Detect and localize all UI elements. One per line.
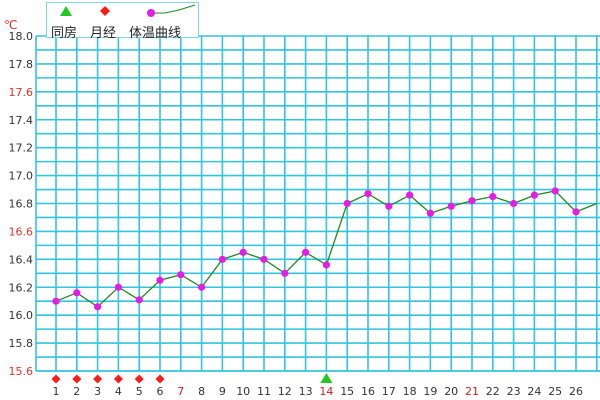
legend: 同房 月经 体温曲线 — [46, 2, 199, 41]
legend-icons — [60, 4, 196, 17]
x-tick-label: 7 — [177, 385, 184, 398]
x-tick-label: 12 — [278, 385, 292, 398]
temperature-point — [260, 255, 268, 263]
x-tick-label: 20 — [444, 385, 458, 398]
period-day-marker — [134, 374, 144, 384]
x-tick-label: 5 — [136, 385, 143, 398]
period-day-marker — [72, 374, 82, 384]
temperature-point — [426, 209, 434, 217]
temperature-point — [406, 191, 414, 199]
temperature-point — [198, 283, 206, 291]
y-tick-label: 17.6 — [9, 86, 34, 99]
day-markers — [51, 373, 333, 384]
temperature-point — [322, 261, 330, 269]
temperature-point — [218, 255, 226, 263]
x-tick-label: 11 — [257, 385, 271, 398]
temperature-point — [530, 191, 539, 199]
temperature-points — [52, 187, 580, 311]
x-tick-label: 24 — [527, 385, 541, 398]
temperature-point — [135, 296, 143, 304]
temperature-point — [385, 202, 393, 210]
x-tick-label: 13 — [299, 385, 313, 398]
temperature-point — [489, 192, 497, 201]
x-tick-label: 26 — [569, 385, 583, 398]
y-tick-label: 17.4 — [9, 114, 34, 127]
y-tick-label: 16.4 — [9, 253, 34, 266]
legend-period-label: 月经 — [90, 26, 117, 41]
y-tick-label: 16.2 — [9, 281, 34, 294]
temperature-point — [447, 202, 455, 210]
temperature-point — [177, 271, 185, 279]
x-tick-label: 15 — [340, 385, 354, 398]
intercourse-day-marker — [320, 373, 333, 383]
x-tick-label: 17 — [382, 385, 396, 398]
x-tick-label: 6 — [157, 385, 164, 398]
temperature-point — [52, 297, 60, 305]
period-day-marker — [51, 374, 61, 384]
temperature-point — [572, 208, 580, 216]
y-tick-label: 17.0 — [9, 170, 34, 183]
x-tick-label: 18 — [403, 385, 417, 398]
period-day-marker — [93, 374, 103, 384]
y-tick-label: 15.8 — [9, 337, 34, 350]
temperature-point — [73, 289, 81, 297]
legend-bbt-label: 体温曲线 — [129, 26, 182, 41]
x-tick-label: 22 — [486, 385, 500, 398]
y-tick-label: 17.2 — [9, 142, 34, 155]
temperature-point — [364, 190, 372, 198]
x-tick-label: 16 — [361, 385, 375, 398]
curve-sample-icon — [151, 4, 196, 14]
chart-grid — [35, 35, 600, 372]
temperature-point — [343, 199, 351, 208]
y-tick-label: 16.8 — [9, 198, 34, 211]
y-tick-label: 16.0 — [9, 309, 34, 322]
x-tick-label: 2 — [73, 385, 80, 398]
temperature-point — [468, 197, 476, 205]
intercourse-triangle-icon — [60, 6, 72, 16]
unit-label: ℃ — [4, 18, 18, 32]
x-tick-label: 23 — [507, 385, 521, 398]
temperature-point — [509, 199, 518, 208]
y-tick-label: 15.6 — [9, 365, 34, 378]
legend-intercourse-label: 同房 — [51, 26, 78, 41]
period-day-marker — [113, 374, 123, 384]
curve-point-icon — [147, 9, 155, 17]
x-tick-label: 14 — [319, 385, 333, 398]
x-tick-label: 8 — [198, 385, 205, 398]
period-day-marker — [155, 374, 165, 384]
temperature-point — [281, 269, 289, 277]
temperature-point — [94, 303, 102, 311]
temperature-point — [551, 187, 559, 195]
temperature-point — [156, 276, 164, 284]
x-tick-label: 3 — [94, 385, 101, 398]
y-tick-label: 18.0 — [9, 30, 34, 43]
x-tick-label: 1 — [53, 385, 60, 398]
temperature-point — [302, 248, 310, 256]
temperature-point — [239, 248, 247, 256]
temperature-point — [114, 283, 122, 291]
x-tick-label: 25 — [548, 385, 562, 398]
period-diamond-icon — [100, 6, 110, 16]
x-tick-label: 10 — [236, 385, 250, 398]
y-axis-ticks: 15.6 15.8 16.0 16.2 16.4 16.6 16.8 17.0 17.2 17.4… — [9, 30, 34, 378]
y-tick-label: 17.8 — [9, 58, 34, 71]
x-tick-label: 4 — [115, 385, 122, 398]
x-axis-ticks: 1 2 3 4 5 6 7 8 9 10 11 12 13 14 15 16 17 18 19 20 21 22 23 24 2… — [53, 385, 584, 398]
x-tick-label: 9 — [219, 385, 226, 398]
x-tick-label: 21 — [465, 385, 479, 398]
y-tick-label: 16.6 — [9, 225, 34, 238]
x-tick-label: 19 — [423, 385, 437, 398]
